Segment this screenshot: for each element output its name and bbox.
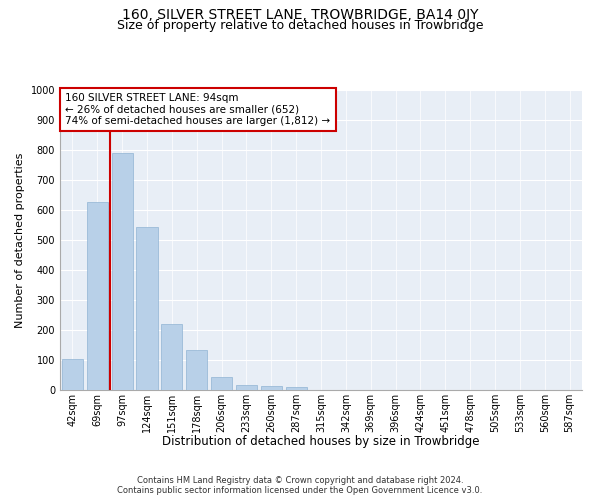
Bar	[236, 385, 257, 390]
Y-axis label: Number of detached properties: Number of detached properties	[15, 152, 25, 328]
Bar	[161, 324, 182, 390]
Text: Contains HM Land Registry data © Crown copyright and database right 2024.
Contai: Contains HM Land Registry data © Crown c…	[118, 476, 482, 495]
Bar	[261, 386, 282, 390]
Bar	[87, 202, 108, 390]
Bar	[112, 154, 133, 390]
Text: Distribution of detached houses by size in Trowbridge: Distribution of detached houses by size …	[162, 435, 480, 448]
Bar	[136, 228, 158, 390]
Bar	[186, 350, 207, 390]
Bar	[211, 377, 232, 390]
Bar	[62, 359, 83, 390]
Text: Size of property relative to detached houses in Trowbridge: Size of property relative to detached ho…	[117, 19, 483, 32]
Text: 160 SILVER STREET LANE: 94sqm
← 26% of detached houses are smaller (652)
74% of : 160 SILVER STREET LANE: 94sqm ← 26% of d…	[65, 93, 331, 126]
Bar	[286, 387, 307, 390]
Text: 160, SILVER STREET LANE, TROWBRIDGE, BA14 0JY: 160, SILVER STREET LANE, TROWBRIDGE, BA1…	[122, 8, 478, 22]
